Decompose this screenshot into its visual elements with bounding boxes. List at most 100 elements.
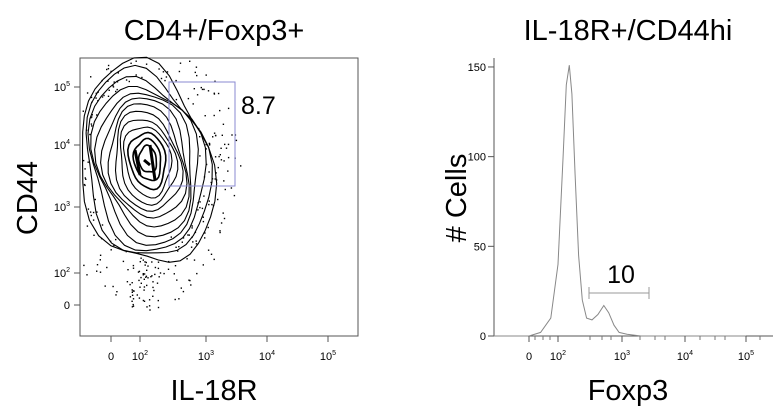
event-dot: [112, 285, 114, 288]
panel-1-y-tick-label: 102: [54, 267, 70, 280]
event-dot: [86, 274, 88, 276]
panel-1-x-axis: 0 102 103 104 105: [108, 336, 336, 363]
event-dot: [202, 220, 205, 223]
panel-1-gate-label: 8.7: [241, 92, 276, 120]
event-dot: [204, 232, 206, 234]
contour-level: [90, 85, 199, 246]
event-dot: [151, 261, 153, 263]
event-dot: [189, 279, 191, 282]
event-dot: [213, 132, 216, 134]
event-dot: [106, 68, 108, 71]
contour-level: [122, 126, 173, 199]
event-dot: [145, 261, 147, 264]
event-dot: [132, 290, 134, 292]
event-dot: [129, 283, 131, 286]
event-dot: [84, 184, 86, 187]
panel-2-histogram-line: [494, 65, 746, 337]
panel-2-x-tick-label: 105: [738, 350, 754, 363]
event-dot: [203, 195, 205, 197]
event-dot: [178, 246, 180, 248]
event-dot: [181, 241, 183, 243]
event-dot: [217, 92, 220, 95]
event-dot: [207, 90, 210, 92]
event-dot: [157, 299, 159, 302]
panel-2-axes: [493, 58, 773, 337]
event-dot: [152, 286, 154, 289]
panel-2-y-tick-label: 50: [474, 241, 486, 253]
contour-level: [94, 92, 192, 238]
event-dot: [192, 241, 194, 243]
event-dot: [142, 273, 144, 275]
event-dot: [191, 227, 193, 229]
event-dot: [122, 260, 125, 263]
event-dot: [128, 80, 130, 83]
event-dot: [132, 267, 135, 269]
panel-2-x-axis: 0 102 103 104 105: [526, 336, 761, 363]
event-dot: [235, 139, 238, 142]
event-dot: [87, 161, 89, 163]
event-dot: [205, 74, 207, 76]
panel-2-x-tick-label: 104: [677, 350, 693, 363]
event-dot: [195, 240, 197, 242]
panel-1-x-tick-label: 102: [132, 350, 148, 363]
event-dot: [106, 266, 108, 269]
event-dot: [107, 64, 110, 67]
event-dot: [101, 96, 104, 98]
event-dot: [213, 93, 216, 95]
event-dot: [203, 88, 205, 91]
event-dot: [211, 203, 213, 206]
event-dot: [82, 159, 85, 162]
event-dot: [104, 285, 106, 287]
event-dot: [131, 291, 133, 293]
event-dot: [180, 287, 182, 289]
event-dot: [224, 188, 226, 191]
event-dot: [99, 271, 102, 273]
contour-core: [133, 144, 157, 181]
event-dot: [140, 276, 142, 279]
event-dot: [89, 133, 91, 136]
event-dot: [145, 276, 147, 278]
event-dot: [143, 286, 146, 288]
event-dot: [208, 200, 210, 202]
event-dot: [222, 212, 224, 214]
event-dot: [212, 136, 214, 138]
event-dot: [142, 259, 144, 261]
event-dot: [188, 234, 190, 236]
panel-1-y-axis: 0 102 103 104 105: [54, 81, 80, 312]
event-dot: [164, 79, 166, 82]
event-dot: [146, 269, 148, 271]
panel-2-y-axis: 0 50 100 150: [468, 62, 494, 343]
event-dot: [117, 72, 119, 74]
panel-2-x-tick-label: 0: [526, 351, 532, 363]
event-dot: [205, 143, 207, 146]
event-dot: [143, 289, 145, 291]
event-dot: [116, 81, 119, 83]
event-dot: [227, 156, 230, 159]
event-dot: [138, 279, 140, 282]
event-dot: [96, 114, 98, 116]
panel-1-x-tick-label: 0: [108, 351, 114, 363]
event-dot: [219, 109, 221, 112]
event-dot: [135, 60, 137, 62]
event-dot: [112, 85, 114, 87]
event-dot: [92, 219, 95, 221]
event-dot: [137, 271, 140, 273]
event-dot: [91, 116, 93, 118]
panel-2-gate-label: 10: [607, 261, 635, 289]
event-dot: [115, 90, 117, 93]
event-dot: [90, 123, 93, 125]
event-dot: [179, 62, 182, 64]
event-dot: [150, 276, 152, 278]
event-dot: [160, 77, 163, 80]
panel-2-x-tick-label: 102: [550, 350, 566, 363]
event-dot: [139, 286, 141, 288]
event-dot: [113, 244, 115, 247]
event-dot: [132, 298, 135, 300]
event-dot: [159, 272, 162, 274]
event-dot: [82, 110, 84, 112]
event-dot: [143, 300, 146, 302]
event-dot: [193, 259, 196, 261]
event-dot: [170, 236, 172, 238]
event-dot: [95, 97, 97, 99]
event-dot: [144, 261, 146, 263]
